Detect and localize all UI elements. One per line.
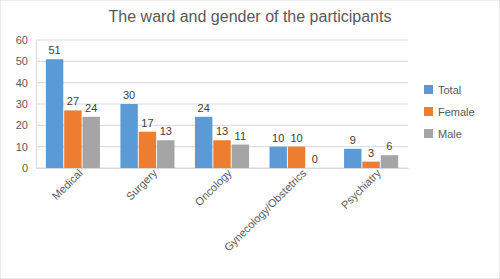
grid-line [36, 82, 408, 83]
x-tick: Surgery [124, 166, 160, 202]
data-label: 51 [48, 44, 60, 56]
x-tick: Oncology [193, 166, 235, 208]
legend-label: Male [438, 128, 462, 140]
bar [306, 168, 323, 169]
y-tick-label: 50 [16, 55, 28, 67]
grid [36, 40, 408, 168]
legend-swatch [424, 129, 433, 138]
x-tick-label: Medical [49, 167, 84, 202]
y-tick: 0 [22, 162, 36, 174]
y-tick: 10 [16, 141, 36, 153]
bar [64, 110, 81, 168]
y-tick-label: 20 [16, 119, 28, 131]
data-label: 10 [290, 132, 302, 144]
y-tick: 20 [16, 119, 36, 131]
legend-item: Male [424, 128, 462, 140]
data-label: 9 [350, 134, 356, 146]
bar [344, 149, 361, 168]
bar [157, 140, 174, 168]
data-label: 27 [67, 95, 79, 107]
legend-label: Female [438, 106, 475, 118]
y-tick-label: 0 [22, 162, 28, 174]
data-label: 17 [141, 117, 153, 129]
bar [362, 162, 379, 168]
y-tick: 50 [16, 55, 36, 67]
x-tick: Gynecology/Obstetrics [222, 166, 309, 253]
x-tick-label: Gynecology/Obstetrics [222, 166, 309, 253]
data-label: 3 [368, 147, 374, 159]
bar [46, 59, 63, 168]
x-tick: Psychiatry [339, 166, 384, 211]
y-tick-label: 10 [16, 141, 28, 153]
y-axis: 0 10 20 30 40 50 60 [16, 34, 37, 174]
legend: Total Female Male [424, 84, 475, 140]
bar [381, 155, 398, 168]
bar [83, 117, 100, 168]
y-tick: 60 [16, 34, 36, 46]
background [0, 0, 500, 279]
bars [46, 59, 398, 168]
legend-item: Total [424, 84, 461, 96]
bar [232, 145, 249, 168]
bar [213, 140, 230, 168]
bar [288, 147, 305, 168]
data-label: 24 [85, 102, 97, 114]
y-tick: 30 [16, 98, 36, 110]
x-tick-label: Psychiatry [339, 166, 384, 211]
bar [270, 147, 287, 168]
x-tick-label: Surgery [124, 166, 160, 202]
x-tick-label: Oncology [193, 166, 235, 208]
x-axis: Medical Surgery OncologyGynecology/Obstetr… [37, 166, 409, 253]
y-tick-label: 60 [16, 34, 28, 46]
x-tick: Medical [49, 167, 84, 202]
title: The ward and gender of the participants [109, 8, 392, 25]
data-labels: 51 30 24 10 9 27 17 13 10 3 24 13 11 0 6 [48, 44, 392, 165]
y-axis-line [36, 41, 37, 169]
data-label: 24 [198, 102, 210, 114]
grid-line [36, 40, 408, 41]
data-label: 13 [216, 125, 228, 137]
legend-swatch [424, 85, 433, 94]
legend-swatch [424, 107, 433, 116]
plot: 0 10 20 30 40 50 60 51 30 24 10 9 27 17 13 10 3 24 13 11 0 6 M… [16, 34, 409, 253]
bar [195, 117, 212, 168]
legend-label: Total [438, 84, 461, 96]
grid-line [36, 61, 408, 62]
data-label: 0 [312, 153, 318, 165]
y-tick: 40 [16, 77, 36, 89]
data-label: 11 [235, 130, 246, 142]
data-label: 30 [123, 89, 135, 101]
legend-item: Female [424, 106, 475, 118]
bar [120, 104, 137, 168]
y-tick-label: 30 [16, 98, 28, 110]
bar [139, 132, 156, 168]
y-tick-label: 40 [16, 77, 28, 89]
data-label: 10 [272, 132, 284, 144]
data-label: 13 [160, 125, 172, 137]
data-label: 6 [386, 140, 392, 152]
chart: The ward and gender of the participants 0… [0, 0, 500, 279]
